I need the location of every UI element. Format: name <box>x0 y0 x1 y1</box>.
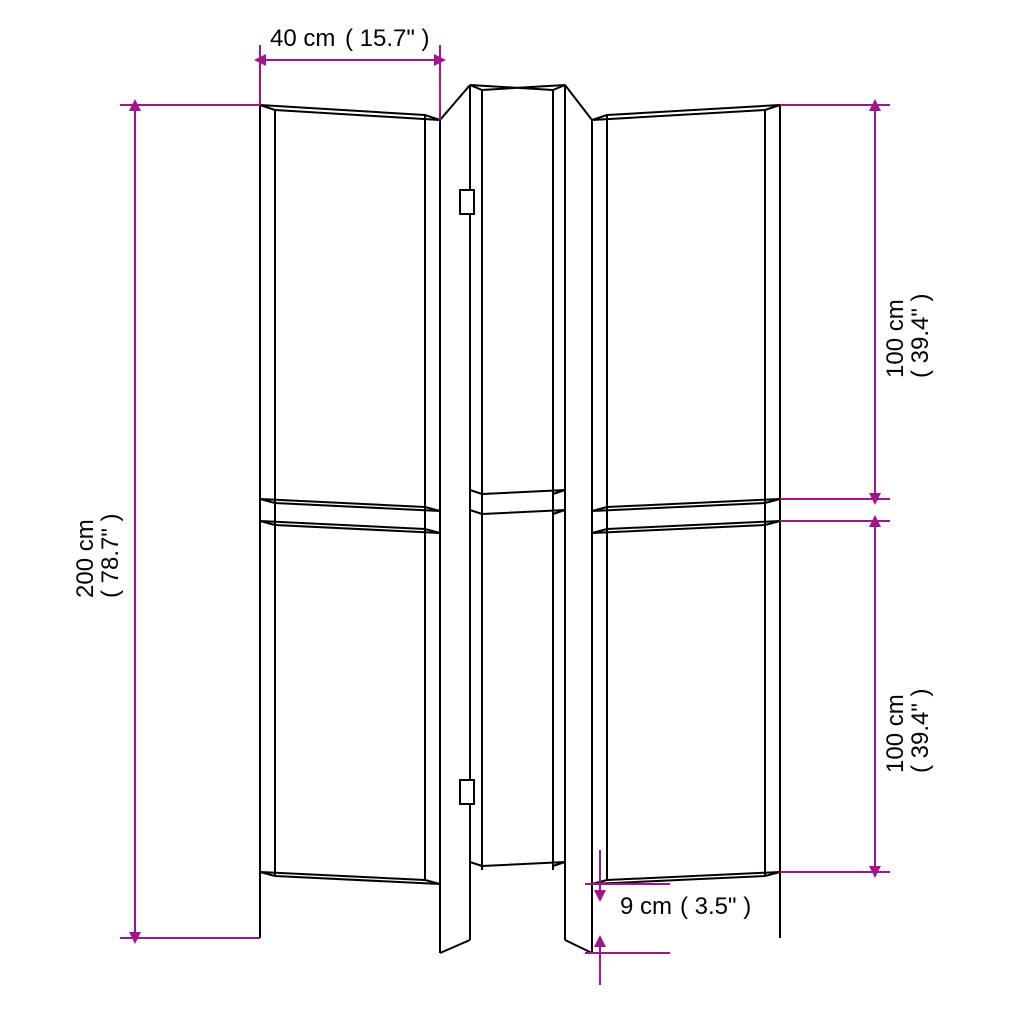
panel-left <box>260 105 440 953</box>
label-width-in: ( 15.7" ) <box>345 25 430 53</box>
dimension-lines <box>120 45 890 985</box>
label-height-upper-in: ( 39.4" ) <box>907 293 935 378</box>
panel-right <box>592 105 780 953</box>
label-width-cm: 40 cm <box>270 25 335 53</box>
label-height-lower-in: ( 39.4" ) <box>907 688 935 773</box>
dim-height-lower <box>780 521 890 872</box>
label-foot-cm: 9 cm <box>620 893 672 921</box>
label-height-upper-cm: 100 cm <box>882 299 910 378</box>
label-height-lower-cm: 100 cm <box>882 694 910 773</box>
diagram-canvas <box>0 0 1024 1024</box>
panel-center <box>440 85 592 953</box>
dim-height-total <box>120 105 260 938</box>
label-foot-in: ( 3.5" ) <box>680 893 751 921</box>
label-height-total-in: ( 78.7" ) <box>97 513 125 598</box>
dim-height-upper <box>780 105 890 499</box>
dim-width <box>260 45 440 120</box>
product-drawing <box>260 85 780 953</box>
label-height-total-cm: 200 cm <box>72 519 100 598</box>
